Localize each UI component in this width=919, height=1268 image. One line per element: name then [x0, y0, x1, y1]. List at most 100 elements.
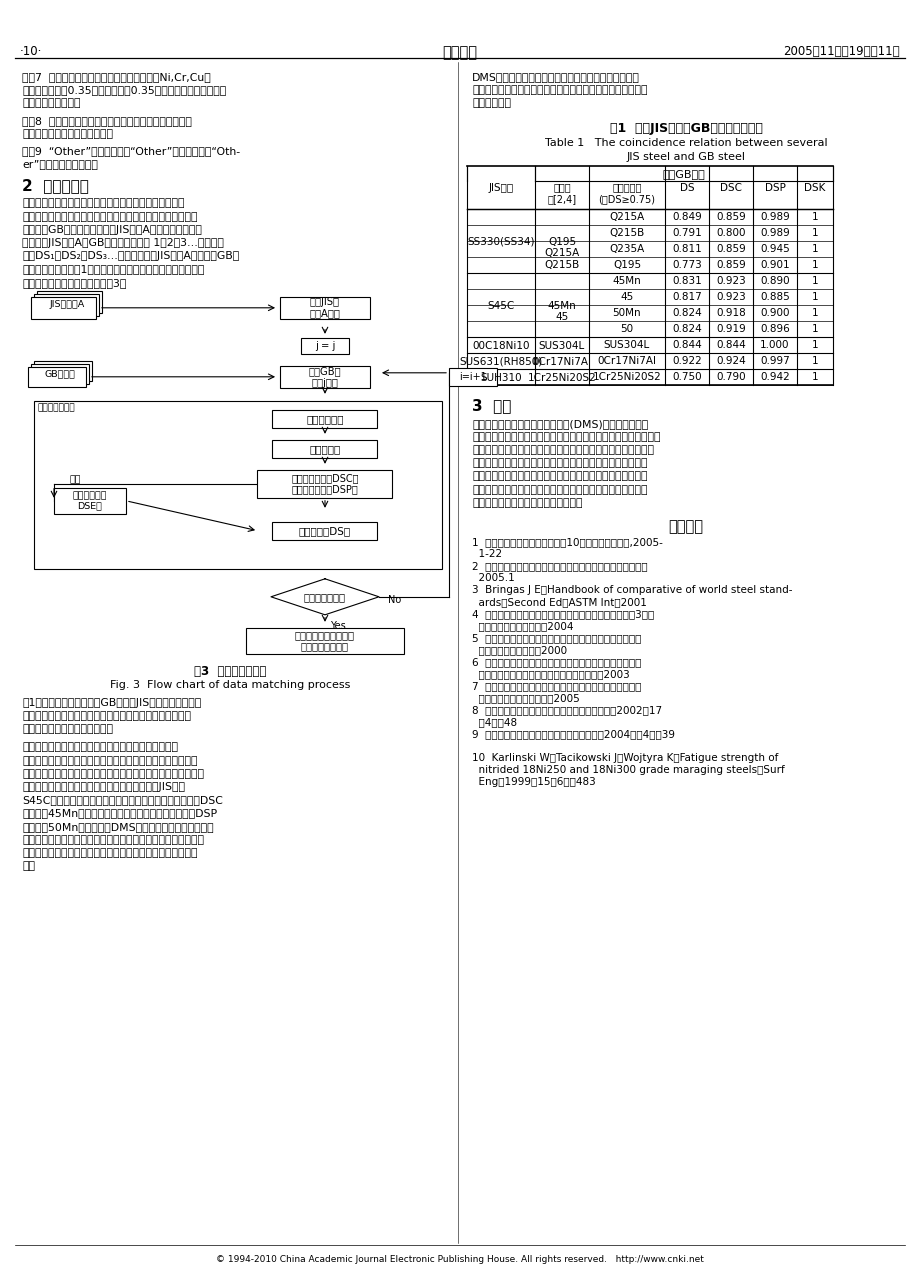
Text: 0.919: 0.919: [715, 323, 745, 333]
Text: 0.831: 0.831: [672, 275, 701, 285]
Text: 对成分和性能设置不同优先级，给出多种可能的匹配结果，由用: 对成分和性能设置不同优先级，给出多种可能的匹配结果，由用: [22, 768, 204, 779]
Text: 1: 1: [811, 212, 817, 222]
Text: 6  陈路，主编．常用金属材料质量试验检测验收与型号选用: 6 陈路，主编．常用金属材料质量试验检测验收与型号选用: [471, 657, 641, 667]
Text: 7  肖天宇，主编．最新锂牌号性能用途与技术标准速用查手: 7 肖天宇，主编．最新锂牌号性能用途与技术标准速用查手: [471, 681, 641, 691]
Text: 表1显示了计算得到的几种GB材料与JIS材料的对照关系，: 表1显示了计算得到的几种GB材料与JIS材料的对照关系，: [22, 697, 201, 708]
Text: 规则7  残留元素约定：当匹配双方残留元素（Ni,Cr,Cu）: 规则7 残留元素约定：当匹配双方残留元素（Ni,Cr,Cu）: [22, 72, 210, 82]
FancyBboxPatch shape: [35, 294, 99, 316]
FancyBboxPatch shape: [301, 337, 348, 354]
Text: S45C的替代锂号时，如果优先考虑成分相似性，可以选用DSC: S45C的替代锂号时，如果优先考虑成分相似性，可以选用DSC: [22, 795, 222, 805]
Text: 献中专家判定的结果相当吴合。: 献中专家判定的结果相当吴合。: [22, 724, 113, 734]
Text: 45: 45: [619, 292, 633, 302]
Text: 活性。同时，由于匹配过程是动态执行的，对于新材料牌号，只: 活性。同时，由于匹配过程是动态执行的，对于新材料牌号，只: [22, 834, 204, 844]
Text: 0.890: 0.890: [759, 275, 789, 285]
Text: SUH310: SUH310: [480, 373, 521, 383]
Text: 0.750: 0.750: [672, 372, 701, 382]
Text: 1.000: 1.000: [759, 340, 789, 350]
Text: 1: 1: [811, 227, 817, 237]
Text: 计算机判定
(取DS≥0.75): 计算机判定 (取DS≥0.75): [598, 183, 654, 204]
Text: 通过计算JIS锂号A与GB材料库中的材料 1、2、3…的相似度: 通过计算JIS锂号A与GB材料库中的材料 1、2、3…的相似度: [22, 238, 223, 249]
Text: 2  开发与应用: 2 开发与应用: [22, 179, 89, 194]
Text: 性。: 性。: [22, 861, 35, 871]
Text: 读取GB库
钢种j数据: 读取GB库 钢种j数据: [309, 366, 341, 388]
Text: 材料导报: 材料导报: [442, 44, 477, 60]
Text: 1: 1: [811, 275, 817, 285]
Text: 0.885: 0.885: [759, 292, 789, 302]
Text: 0.989: 0.989: [759, 227, 789, 237]
Text: 值较高的45Mn锂；如果优先考虑性能相似性，可以选用DSP: 值较高的45Mn锂；如果优先考虑性能相似性，可以选用DSP: [22, 809, 217, 818]
Text: 10  Karlinski W，Tacikowski J，Wojtyra K．Fatigue strength of: 10 Karlinski W，Tacikowski J，Wojtyra K．Fa…: [471, 753, 777, 763]
Text: 最后一个记录？: 最后一个记录？: [303, 592, 346, 602]
Text: 对照实用手册．北京：北京出版社出版中心，2003: 对照实用手册．北京：北京出版社出版中心，2003: [471, 670, 630, 678]
Text: 1: 1: [811, 355, 817, 365]
Text: 提出了多国材料牌号自动匹配技术(DMS)，研究了材料相: 提出了多国材料牌号自动匹配技术(DMS)，研究了材料相: [471, 418, 648, 429]
Text: 排序、输出相似度大于
设定值的材料牌号: 排序、输出相似度大于 设定值的材料牌号: [295, 630, 355, 652]
Text: S45C: S45C: [487, 301, 514, 311]
Text: 2  李维锂．中外锂鐵牌号速查手册．北京：机械工业出版社，: 2 李维锂．中外锂鐵牌号速查手册．北京：机械工业出版社，: [471, 560, 647, 571]
Text: 的限定含量小于0.35，或一方小于0.35，另一方未加限定时，则: 的限定含量小于0.35，或一方小于0.35，另一方未加限定时，则: [22, 85, 226, 95]
Text: 可选: 可选: [70, 476, 82, 484]
Text: 并与文献数据进行了比较，结果表明，计算机匹配结果与文: 并与文献数据进行了比较，结果表明，计算机匹配结果与文: [22, 711, 191, 721]
Text: 册．吉林省出版发行集团，2005: 册．吉林省出版发行集团，2005: [471, 694, 579, 702]
Text: 5  纪贵，主编．世界锂鐵材料技术条件与牌号对照手册．北: 5 纪贵，主编．世界锂鐵材料技术条件与牌号对照手册．北: [471, 633, 641, 643]
Text: er”或空关键词相匹配。: er”或空关键词相匹配。: [22, 160, 97, 169]
Text: 0.811: 0.811: [672, 243, 701, 254]
Text: 的开发建设。: 的开发建设。: [471, 99, 510, 108]
Text: Q235A: Q235A: [608, 243, 644, 254]
Text: 45Mn: 45Mn: [612, 275, 641, 285]
Text: 2005.1: 2005.1: [471, 573, 515, 583]
Text: DSP: DSP: [764, 183, 785, 193]
Text: SUS304L: SUS304L: [539, 341, 584, 350]
Text: 0.923: 0.923: [715, 275, 745, 285]
Text: 0.824: 0.824: [672, 323, 701, 333]
Text: JIS库钢种A: JIS库钢种A: [50, 301, 85, 309]
Text: 视为两者含量相同。: 视为两者含量相同。: [22, 99, 81, 108]
Text: 0.997: 0.997: [759, 355, 789, 365]
Text: 0.790: 0.790: [715, 372, 745, 382]
Text: 0.942: 0.942: [759, 372, 789, 382]
Text: 0.918: 0.918: [715, 308, 745, 317]
Text: ards．Second Ed．ASTM Int，2001: ards．Second Ed．ASTM Int，2001: [471, 597, 646, 607]
Text: 1: 1: [811, 340, 817, 350]
Text: Fig. 3  Flow chart of data matching process: Fig. 3 Flow chart of data matching proce…: [109, 680, 350, 690]
Text: 0.923: 0.923: [715, 292, 745, 302]
Text: Q215B: Q215B: [608, 227, 644, 237]
Text: Q195
Q215A
Q215B: Q195 Q215A Q215B: [544, 237, 579, 270]
Text: 图3  匹配算法流程图: 图3 匹配算法流程图: [194, 664, 266, 678]
Text: 50Mn: 50Mn: [612, 308, 641, 317]
Text: 4  林慧国，林锂，吴静宏，主编．袖珍世界锂号手册．第3版，: 4 林慧国，林锂，吴静宏，主编．袖珍世界锂号手册．第3版，: [471, 609, 653, 619]
Text: GB数据库: GB数据库: [44, 369, 75, 378]
Polygon shape: [271, 578, 379, 615]
Text: Yes: Yes: [330, 621, 346, 630]
Text: 0.900: 0.900: [759, 308, 789, 317]
Text: 0.859: 0.859: [715, 212, 745, 222]
Text: Q215A: Q215A: [608, 212, 644, 222]
Text: Eng，1999，15（6）：483: Eng，1999，15（6）：483: [471, 777, 596, 787]
Text: Table 1   The coincidence relation between several: Table 1 The coincidence relation between…: [544, 138, 826, 147]
FancyBboxPatch shape: [31, 364, 89, 384]
Text: 0.800: 0.800: [716, 227, 745, 237]
Text: 3  Bringas J E．Handbook of comparative of world steel stand-: 3 Bringas J E．Handbook of comparative of…: [471, 585, 791, 595]
Text: 以在中国GB材料库中寻找日本JIS锂号A的匹配材料为例，: 以在中国GB材料库中寻找日本JIS锂号A的匹配材料为例，: [22, 224, 201, 235]
Text: 9  但泽义．焊接材料简介及选择．锂鐵技术，2004，（4）：39: 9 但泽义．焊接材料简介及选择．锂鐵技术，2004，（4）：39: [471, 729, 675, 739]
Text: DSC: DSC: [720, 183, 742, 193]
Text: 数据标准化: 数据标准化: [309, 444, 340, 454]
Text: 0Cr17Ni7Al: 0Cr17Ni7Al: [596, 355, 656, 365]
FancyBboxPatch shape: [54, 488, 126, 514]
Text: i=i+1: i=i+1: [459, 372, 486, 382]
Text: 值较高的50Mn锂。这显示DMS技术具有较好的实用性和灵: 值较高的50Mn锂。这显示DMS技术具有较好的实用性和灵: [22, 822, 213, 832]
Text: 1: 1: [811, 372, 817, 382]
Text: 计算钢种相似度: 计算钢种相似度: [38, 403, 75, 413]
Text: 0.922: 0.922: [672, 355, 701, 365]
FancyBboxPatch shape: [448, 368, 496, 385]
Text: 函数DS₁、DS₂、DS₃…，即可找到与JIS锂号A最相似的GB材: 函数DS₁、DS₂、DS₃…，即可找到与JIS锂号A最相似的GB材: [22, 251, 239, 261]
Text: 数据库开发中已得到成功应用，对已知材料牌号的计算机匹配: 数据库开发中已得到成功应用，对已知材料牌号的计算机匹配: [471, 472, 647, 482]
Text: 0.859: 0.859: [715, 243, 745, 254]
Text: DS: DS: [679, 183, 694, 193]
Text: 专家判
定[2,4]: 专家判 定[2,4]: [547, 183, 576, 204]
Text: 北京：机械工业出版社，2004: 北京：机械工业出版社，2004: [471, 621, 573, 631]
Text: JIS steel and GB steel: JIS steel and GB steel: [626, 152, 744, 161]
Text: 京，中国标准出版社，2000: 京，中国标准出版社，2000: [471, 645, 566, 656]
Text: 基于以上这些约定规则，结合关键词数据可以抽象出某一: 基于以上这些约定规则，结合关键词数据可以抽象出某一: [22, 198, 185, 208]
Text: 料。匹配结果可能是1个，也可以是多个，根据定义的匹配范围: 料。匹配结果可能是1个，也可以是多个，根据定义的匹配范围: [22, 265, 204, 274]
